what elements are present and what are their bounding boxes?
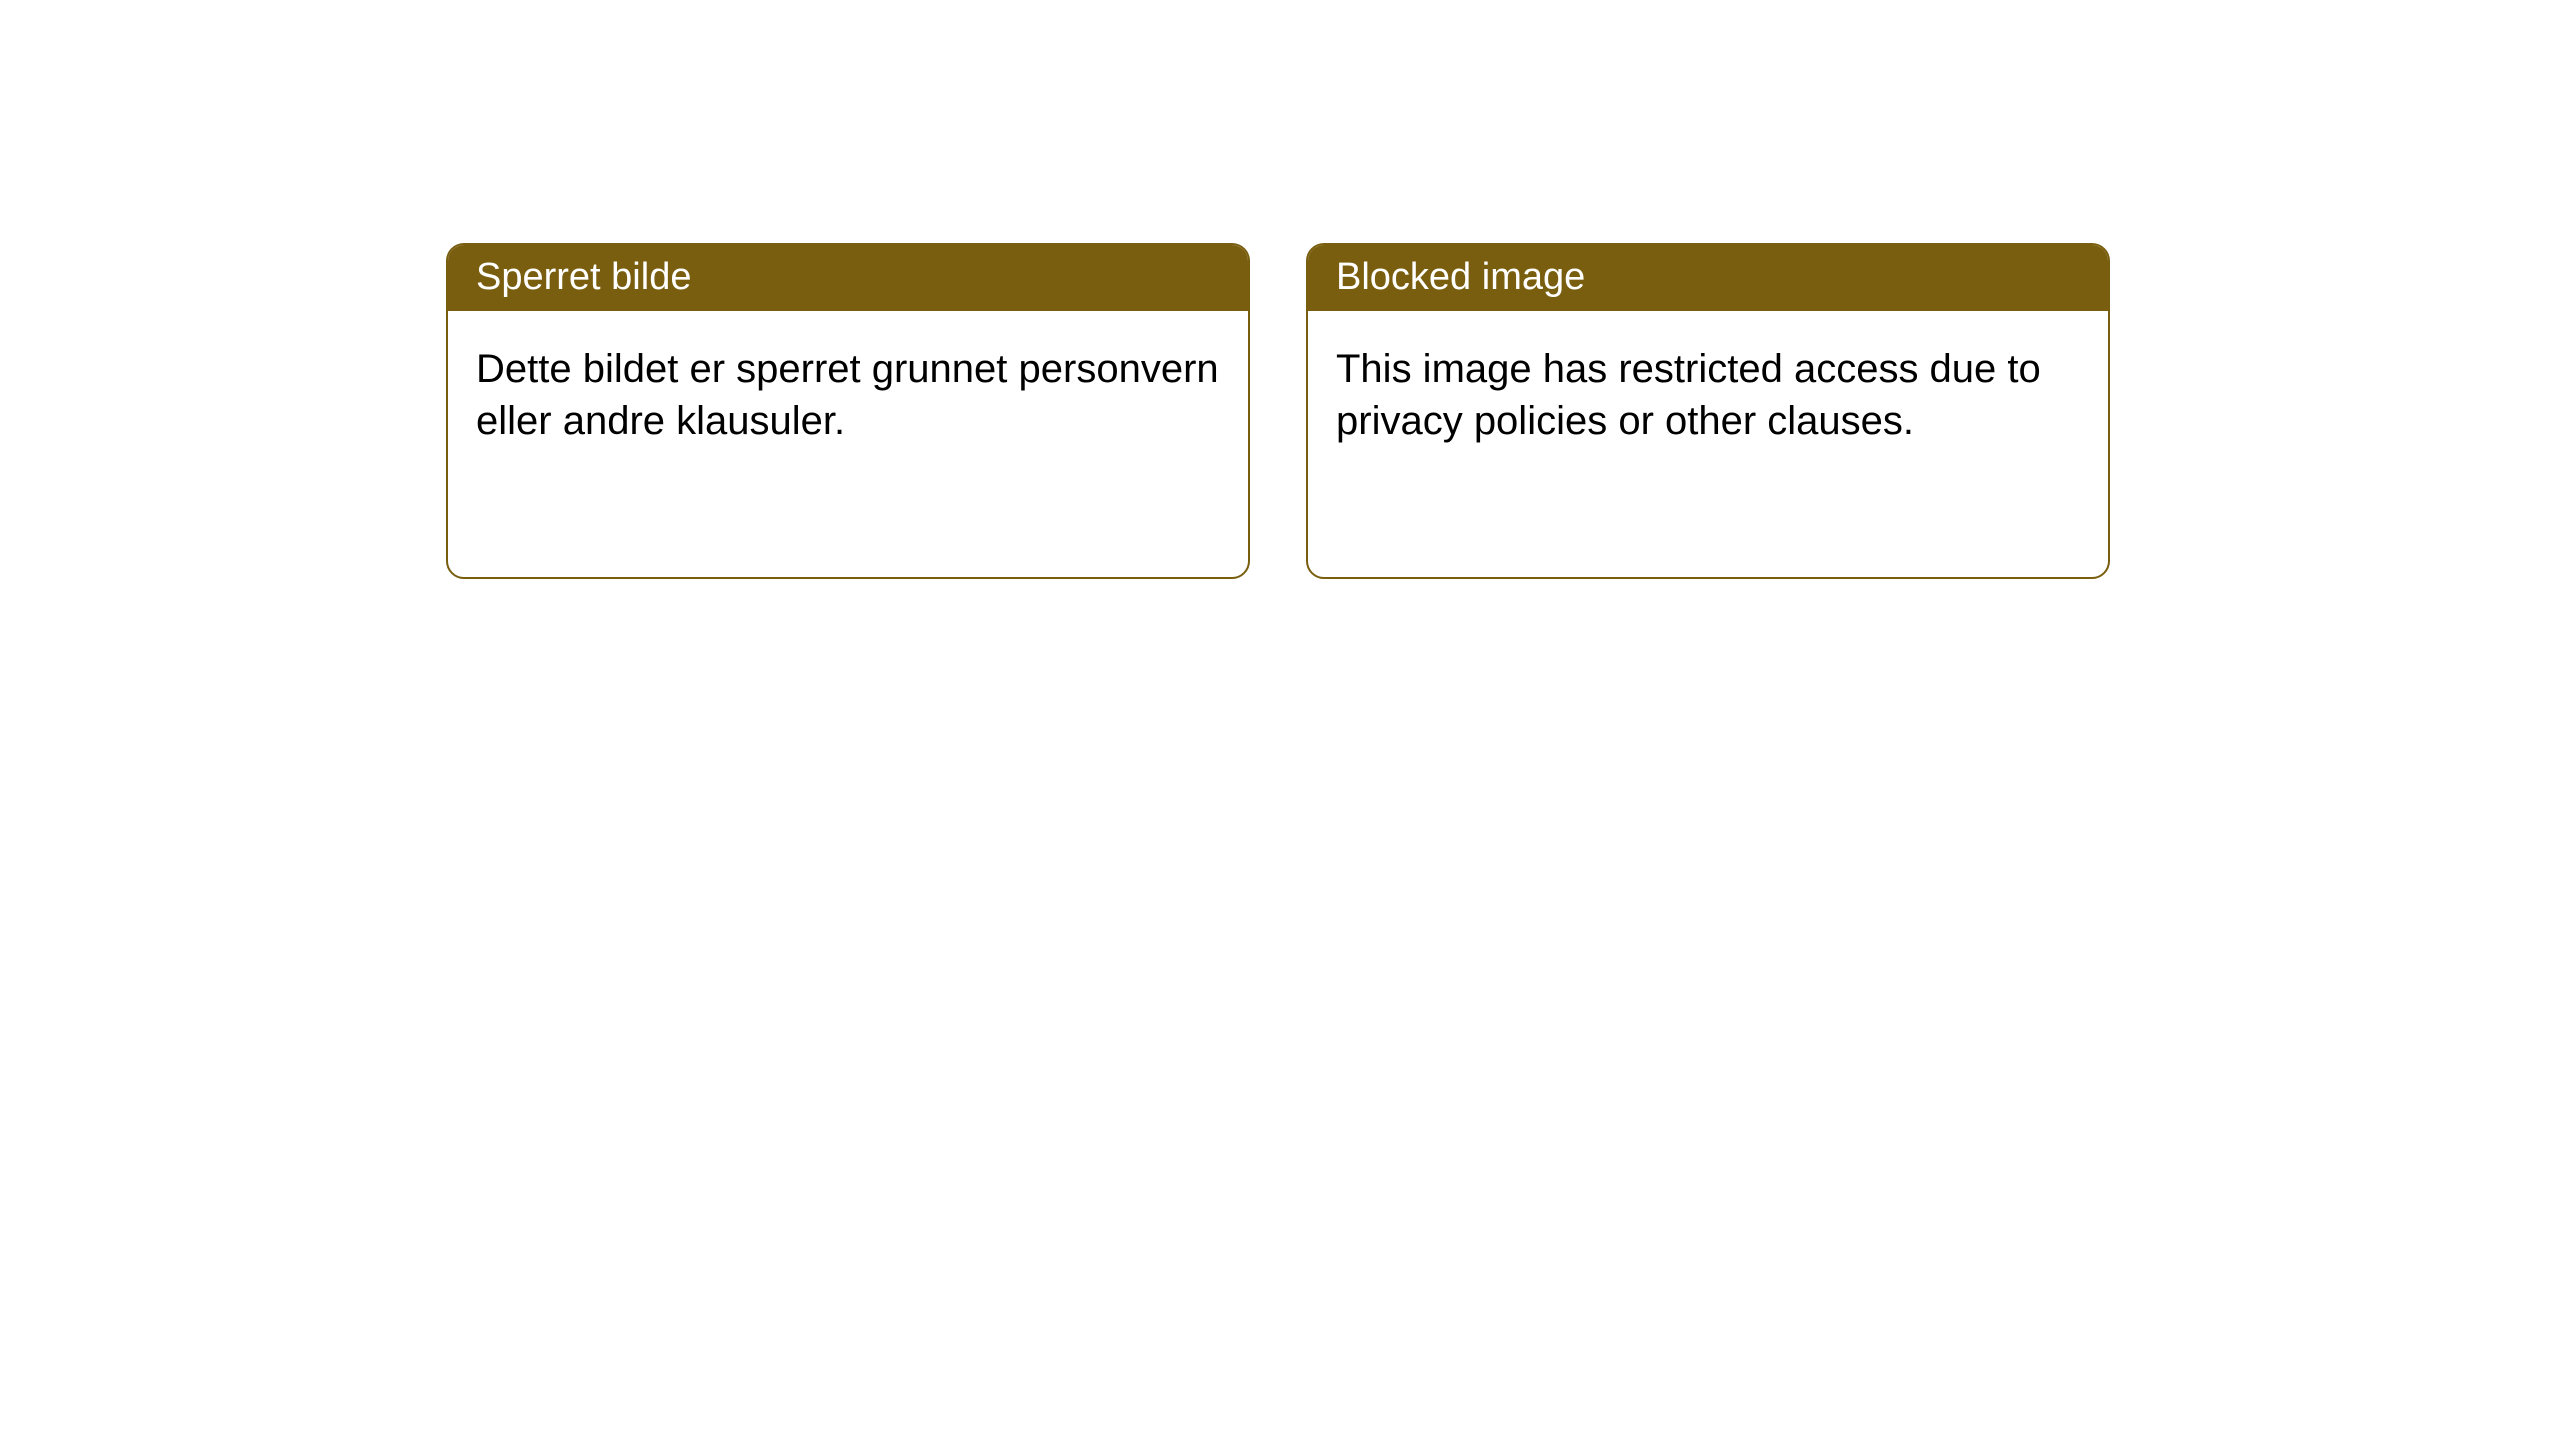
notice-body: This image has restricted access due to … — [1308, 311, 2108, 479]
notice-title-text: Sperret bilde — [476, 256, 691, 298]
notice-card-english: Blocked image This image has restricted … — [1306, 243, 2110, 579]
notice-card-norwegian: Sperret bilde Dette bildet er sperret gr… — [446, 243, 1250, 579]
notice-title-text: Blocked image — [1336, 256, 1585, 298]
notices-container: Sperret bilde Dette bildet er sperret gr… — [446, 243, 2110, 579]
notice-header: Sperret bilde — [448, 245, 1248, 311]
notice-header: Blocked image — [1308, 245, 2108, 311]
notice-body-text: Dette bildet er sperret grunnet personve… — [476, 347, 1219, 443]
notice-body-text: This image has restricted access due to … — [1336, 347, 2041, 443]
notice-body: Dette bildet er sperret grunnet personve… — [448, 311, 1248, 479]
